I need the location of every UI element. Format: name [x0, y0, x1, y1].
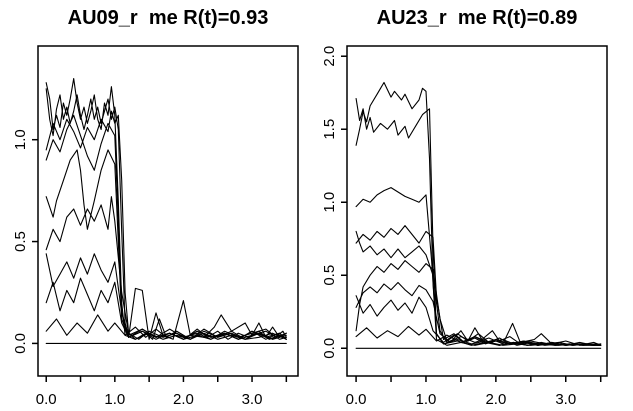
plot-frame [346, 45, 608, 377]
y-tick-label: 0.0 [321, 338, 338, 359]
series-group [355, 81, 602, 349]
y-tick-label: 0.5 [12, 231, 29, 252]
y-axis: 0.0 0.5 1.0 [12, 129, 38, 354]
series-line-trace-2 [355, 98, 602, 346]
plot-panel-AU23_r: 0.0 1.0 2.0 3.0 0.0 0.5 1.0 1.5 2.0 [321, 45, 608, 408]
series-line-trace-7 [45, 253, 287, 340]
y-axis: 0.0 0.5 1.0 1.5 2.0 [321, 46, 347, 359]
x-tick-label: 3.0 [555, 391, 576, 408]
series-line-trace-6 [45, 196, 287, 340]
x-tick-label: 2.0 [173, 391, 194, 408]
series-line-trace-9 [45, 314, 287, 340]
x-tick-label: 2.0 [485, 391, 506, 408]
series-line-trace-7 [355, 281, 602, 346]
x-axis: 0.0 1.0 2.0 3.0 [36, 376, 288, 408]
y-tick-label: 0.0 [12, 333, 29, 354]
series-line-trace-1 [45, 78, 287, 340]
series-line-trace-3 [355, 187, 602, 346]
x-tick-label: 1.0 [416, 391, 437, 408]
x-tick-label: 0.0 [346, 391, 367, 408]
plot-frame [37, 45, 299, 377]
x-tick-label: 3.0 [242, 391, 263, 408]
series-group [45, 78, 287, 344]
series-line-trace-8 [355, 295, 602, 346]
x-axis: 0.0 1.0 2.0 3.0 [346, 376, 602, 408]
series-line-trace-2 [45, 88, 287, 340]
series-line-trace-4 [45, 114, 287, 340]
plot-title-au23: AU23_r me R(t)=0.89 [376, 7, 578, 29]
series-line-trace-6 [355, 260, 602, 346]
series-line-trace-4 [355, 225, 602, 346]
y-tick-label: 1.5 [321, 119, 338, 140]
series-line-trace-3 [45, 110, 287, 340]
x-tick-label: 0.0 [36, 391, 57, 408]
y-tick-label: 1.0 [12, 129, 29, 150]
plot-panel-AU09_r: 0.0 1.0 2.0 3.0 0.0 0.5 1.0 [12, 45, 299, 408]
y-tick-label: 0.5 [321, 265, 338, 286]
series-line-trace-9 [355, 325, 602, 346]
y-tick-label: 2.0 [321, 46, 338, 67]
plot-title-au09: AU09_r me R(t)=0.93 [67, 7, 269, 29]
y-tick-label: 1.0 [321, 192, 338, 213]
x-tick-label: 1.0 [104, 391, 125, 408]
series-line-trace-8 [45, 277, 287, 340]
series-line-trace-5 [45, 149, 287, 340]
